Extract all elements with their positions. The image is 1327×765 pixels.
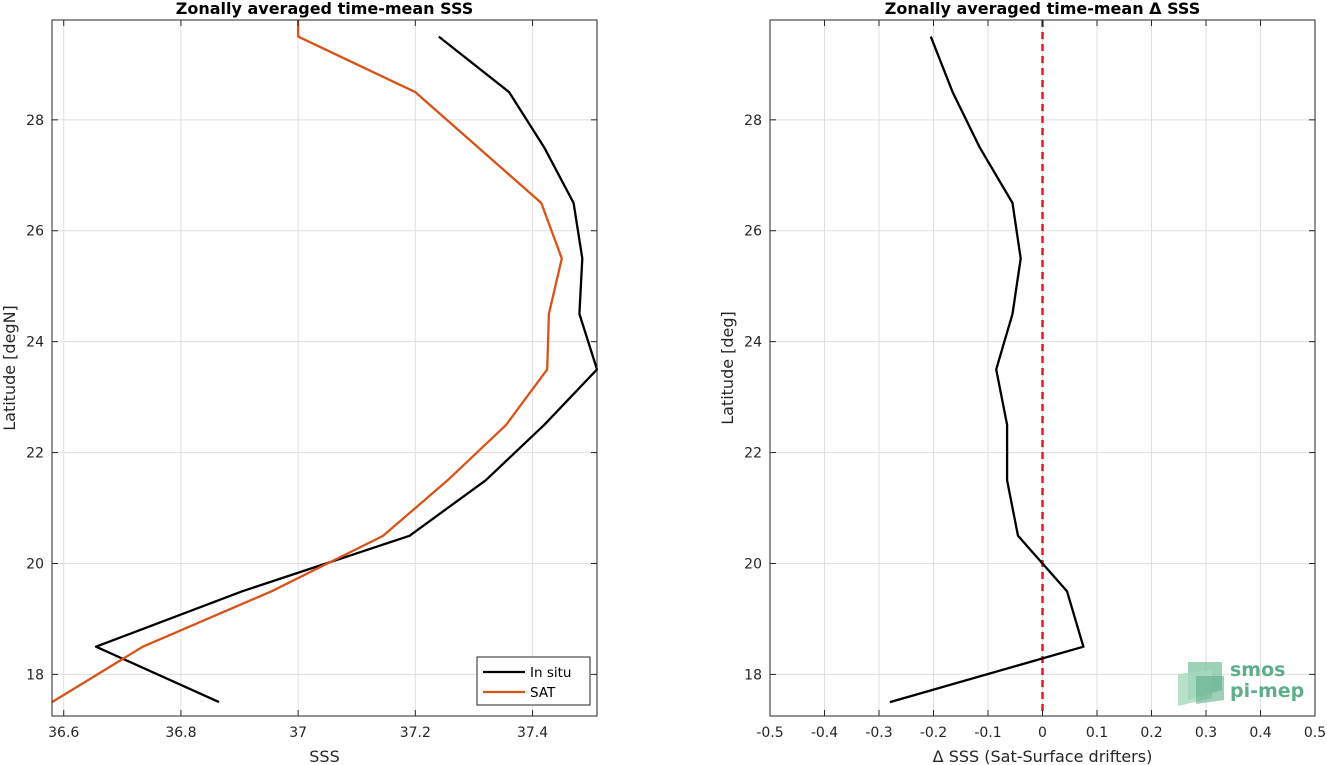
axes-box	[51, 19, 598, 717]
y-tick-label: 24	[26, 335, 44, 351]
plot-area	[52, 20, 597, 716]
legend-label: In situ	[530, 665, 571, 681]
x-tick-label: 0	[1038, 725, 1047, 741]
x-tick-label: -0.5	[756, 725, 783, 741]
legend-box	[476, 656, 591, 706]
x-axis-label: SSS	[309, 747, 339, 765]
x-tick-label: -0.1	[974, 725, 1001, 741]
logo-text-line1: smos	[1230, 659, 1285, 681]
y-tick-label: 22	[26, 446, 44, 462]
x-tick-label: 0.2	[1140, 725, 1162, 741]
y-tick-label: 26	[744, 224, 762, 240]
right-axes: -0.5 -0.4 -0.3 -0.2 -0.1 0 0.1 0.2 0.3 0.4 0.5 18 20…	[718, 0, 1326, 765]
x-tick-label: 0.4	[1249, 725, 1271, 741]
y-tick-label: 18	[744, 667, 762, 683]
y-tick-label: 18	[26, 667, 44, 683]
x-tick-label: 36.8	[165, 725, 196, 741]
y-tick-label: 24	[744, 335, 762, 351]
x-axis-label: Δ SSS (Sat-Surface drifters)	[933, 747, 1153, 765]
x-tick-label: 0.3	[1195, 725, 1217, 741]
smos-pi-mep-logo: smos pi-mep	[1178, 659, 1304, 706]
left-axes: 36.6 36.8 37 37.2 37.4 18 20 22 24 26 28 Zonally av…	[0, 0, 599, 765]
series-line-sat	[51, 20, 563, 704]
x-tick-label: 0.5	[1304, 725, 1326, 741]
chart-title: Zonally averaged time-mean Δ SSS	[885, 0, 1201, 18]
x-tick-label: -0.3	[865, 725, 892, 741]
y-axis-label: Latitude [deg]	[718, 311, 737, 425]
x-tick-label: -0.2	[920, 725, 947, 741]
y-axis-label: Latitude [degN]	[0, 305, 19, 431]
y-tick-label: 26	[26, 224, 44, 240]
y-tick-label: 28	[26, 113, 44, 129]
chart-title: Zonally averaged time-mean SSS	[176, 0, 474, 18]
series-line-0	[889, 36, 1085, 704]
x-tick-label: 37.2	[400, 725, 431, 741]
x-tick-label: 36.6	[48, 725, 79, 741]
legend-label: SAT	[530, 685, 556, 701]
x-tick-label: -0.4	[811, 725, 838, 741]
legend: In situ SAT	[476, 656, 591, 706]
y-tick-label: 28	[744, 113, 762, 129]
y-tick-label: 20	[744, 556, 762, 572]
y-tick-label: 22	[744, 446, 762, 462]
logo-text-line2: pi-mep	[1230, 680, 1304, 702]
logo-emblem	[1178, 662, 1224, 706]
x-tick-label: 37	[289, 725, 307, 741]
x-tick-label: 0.1	[1086, 725, 1108, 741]
x-tick-label: 37.4	[517, 725, 548, 741]
y-tick-label: 20	[26, 556, 44, 572]
